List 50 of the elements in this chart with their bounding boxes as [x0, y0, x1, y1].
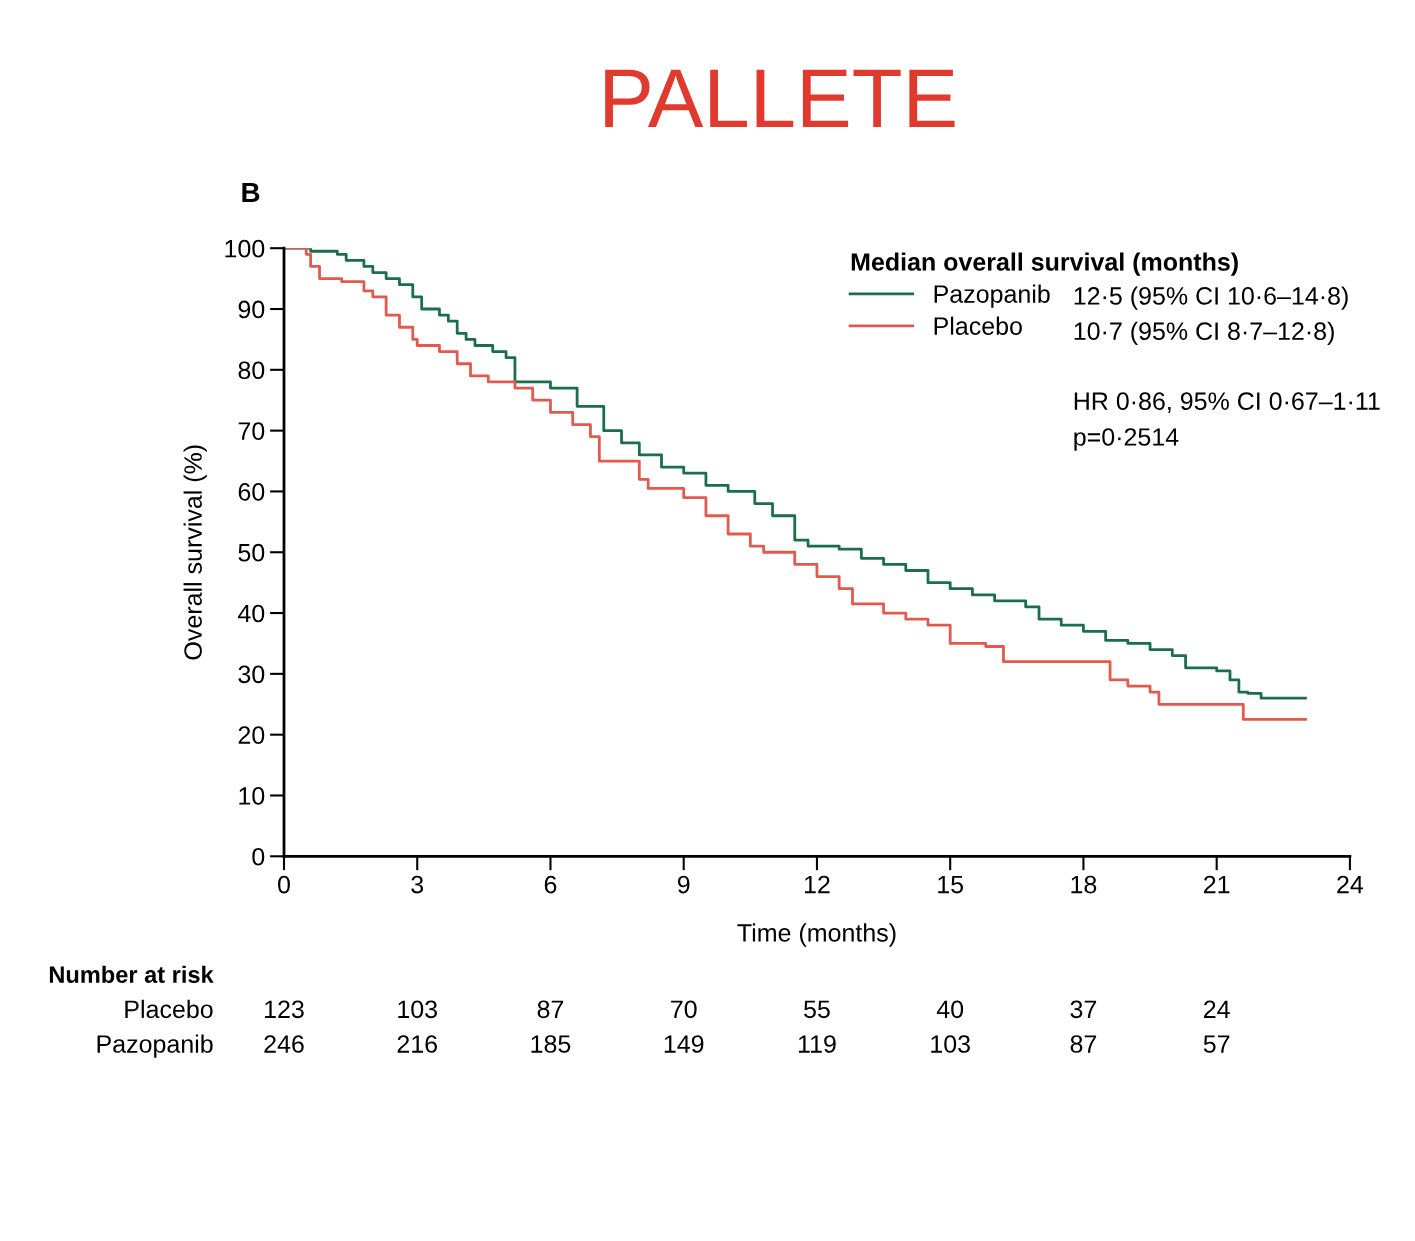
x-tick-label: 0	[278, 875, 290, 894]
y-tick-label: 30	[238, 665, 265, 684]
y-tick-label: 10	[239, 787, 265, 805]
x-tick-label: 6	[544, 875, 557, 894]
text: 57	[1203, 1035, 1230, 1053]
legend-label: Placebo	[934, 316, 1022, 335]
y-tick-label: 80	[238, 361, 265, 380]
text: 216	[397, 1035, 437, 1053]
chart-title: PALLETE	[605, 69, 955, 128]
y-axis-title: Overall survival (%)	[183, 445, 207, 660]
annotation: HR 0·86, 95% CI 0·67–1·11	[1074, 392, 1380, 413]
y-tick-label: 20	[238, 726, 265, 744]
x-tick-label: 12	[804, 875, 830, 894]
y-tick-label: 100	[225, 239, 265, 258]
y-tick-label: 60	[238, 483, 265, 501]
x-tick-label: 24	[1337, 875, 1364, 894]
text: 103	[398, 1000, 437, 1019]
text: 123	[265, 1000, 304, 1019]
x-tick-label: 15	[938, 875, 964, 894]
text: 87	[1070, 1035, 1097, 1053]
text: 40	[936, 1000, 964, 1019]
text: 185	[531, 1035, 571, 1053]
y-tick-label: 40	[238, 604, 265, 623]
text: 119	[798, 1035, 836, 1053]
text: Placebo	[125, 999, 213, 1019]
text: 24	[1204, 1000, 1230, 1018]
text: B	[242, 182, 260, 203]
annotation: p=0·2514	[1074, 428, 1179, 451]
y-tick-label: 0	[252, 847, 265, 866]
annotation: 10·7 (95% CI 8·7–12·8)	[1074, 321, 1334, 345]
legend-label: Pazopanib	[934, 284, 1050, 308]
x-tick-label: 18	[1071, 875, 1097, 894]
x-axis-title: Time (months)	[737, 923, 896, 947]
x-tick-label: 21	[1204, 875, 1230, 894]
text: 149	[664, 1035, 704, 1053]
y-tick-label: 50	[238, 543, 265, 562]
y-tick-label: 90	[238, 300, 265, 319]
text: Pazopanib	[97, 1034, 213, 1058]
y-tick-label: 70	[238, 422, 265, 440]
text: 55	[804, 1000, 830, 1019]
text: 103	[931, 1035, 970, 1053]
text: 37	[1070, 1000, 1097, 1019]
annotation: 12·5 (95% CI 10·6–14·8)	[1074, 286, 1348, 310]
x-tick-label: 3	[411, 875, 424, 894]
x-tick-label: 9	[677, 875, 690, 894]
text: 70	[671, 1000, 697, 1019]
legend-title: Median overall survival (months)	[851, 252, 1238, 276]
text: Number at risk	[49, 965, 214, 984]
text: 87	[537, 1000, 564, 1019]
text: 246	[264, 1035, 304, 1053]
